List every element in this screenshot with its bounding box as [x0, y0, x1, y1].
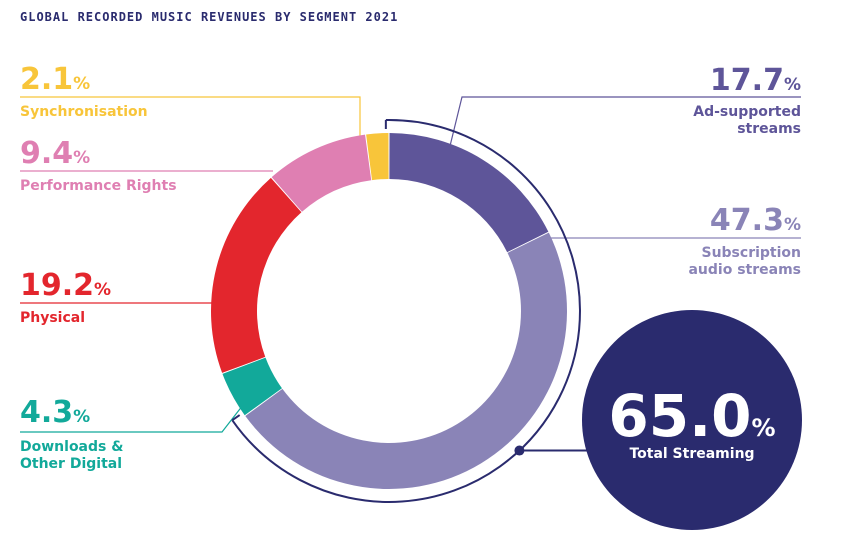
category-label-performance-rights: Performance Rights [20, 178, 177, 194]
total-streaming-circle [582, 310, 802, 530]
category-label-subscription-audio-streams: Subscription [701, 245, 801, 261]
slice-physical [210, 177, 302, 373]
chart-title: GLOBAL RECORDED MUSIC REVENUES BY SEGMEN… [20, 10, 398, 24]
value-label-downloads-other-digital: 4.3% [20, 395, 90, 430]
value-label-physical: 19.2% [20, 268, 111, 303]
leader-line-synchronisation [20, 96, 361, 136]
total-streaming-label: Total Streaming [629, 446, 754, 462]
category-label-downloads-other-digital: Downloads & [20, 439, 123, 455]
streaming-bracket-end [231, 414, 241, 421]
slice-synchronisation [366, 133, 389, 181]
value-label-synchronisation: 2.1% [20, 62, 90, 97]
slice-ad-supported-streams [389, 133, 549, 253]
value-label-ad-supported-streams: 17.7% [710, 63, 801, 98]
slice-subscription-audio-streams [245, 232, 567, 490]
category-label-subscription-audio-streams: audio streams [688, 262, 801, 278]
category-label-physical: Physical [20, 310, 85, 326]
slice-performance-rights [271, 134, 372, 212]
leader-line-downloads-other-digital [20, 404, 244, 433]
streaming-bracket [231, 118, 581, 503]
total-streaming-value: 65.0% [608, 382, 775, 450]
value-label-performance-rights: 9.4% [20, 136, 90, 171]
category-label-ad-supported-streams: streams [737, 121, 801, 137]
value-label-subscription-audio-streams: 47.3% [710, 203, 801, 238]
category-label-downloads-other-digital: Other Digital [20, 456, 122, 472]
leader-line-ad-supported-streams [449, 96, 801, 147]
category-label-synchronisation: Synchronisation [20, 104, 148, 120]
streaming-connector-dot [514, 445, 525, 456]
category-label-ad-supported-streams: Ad-supported [693, 104, 801, 120]
slice-downloads-other-digital [222, 357, 282, 416]
